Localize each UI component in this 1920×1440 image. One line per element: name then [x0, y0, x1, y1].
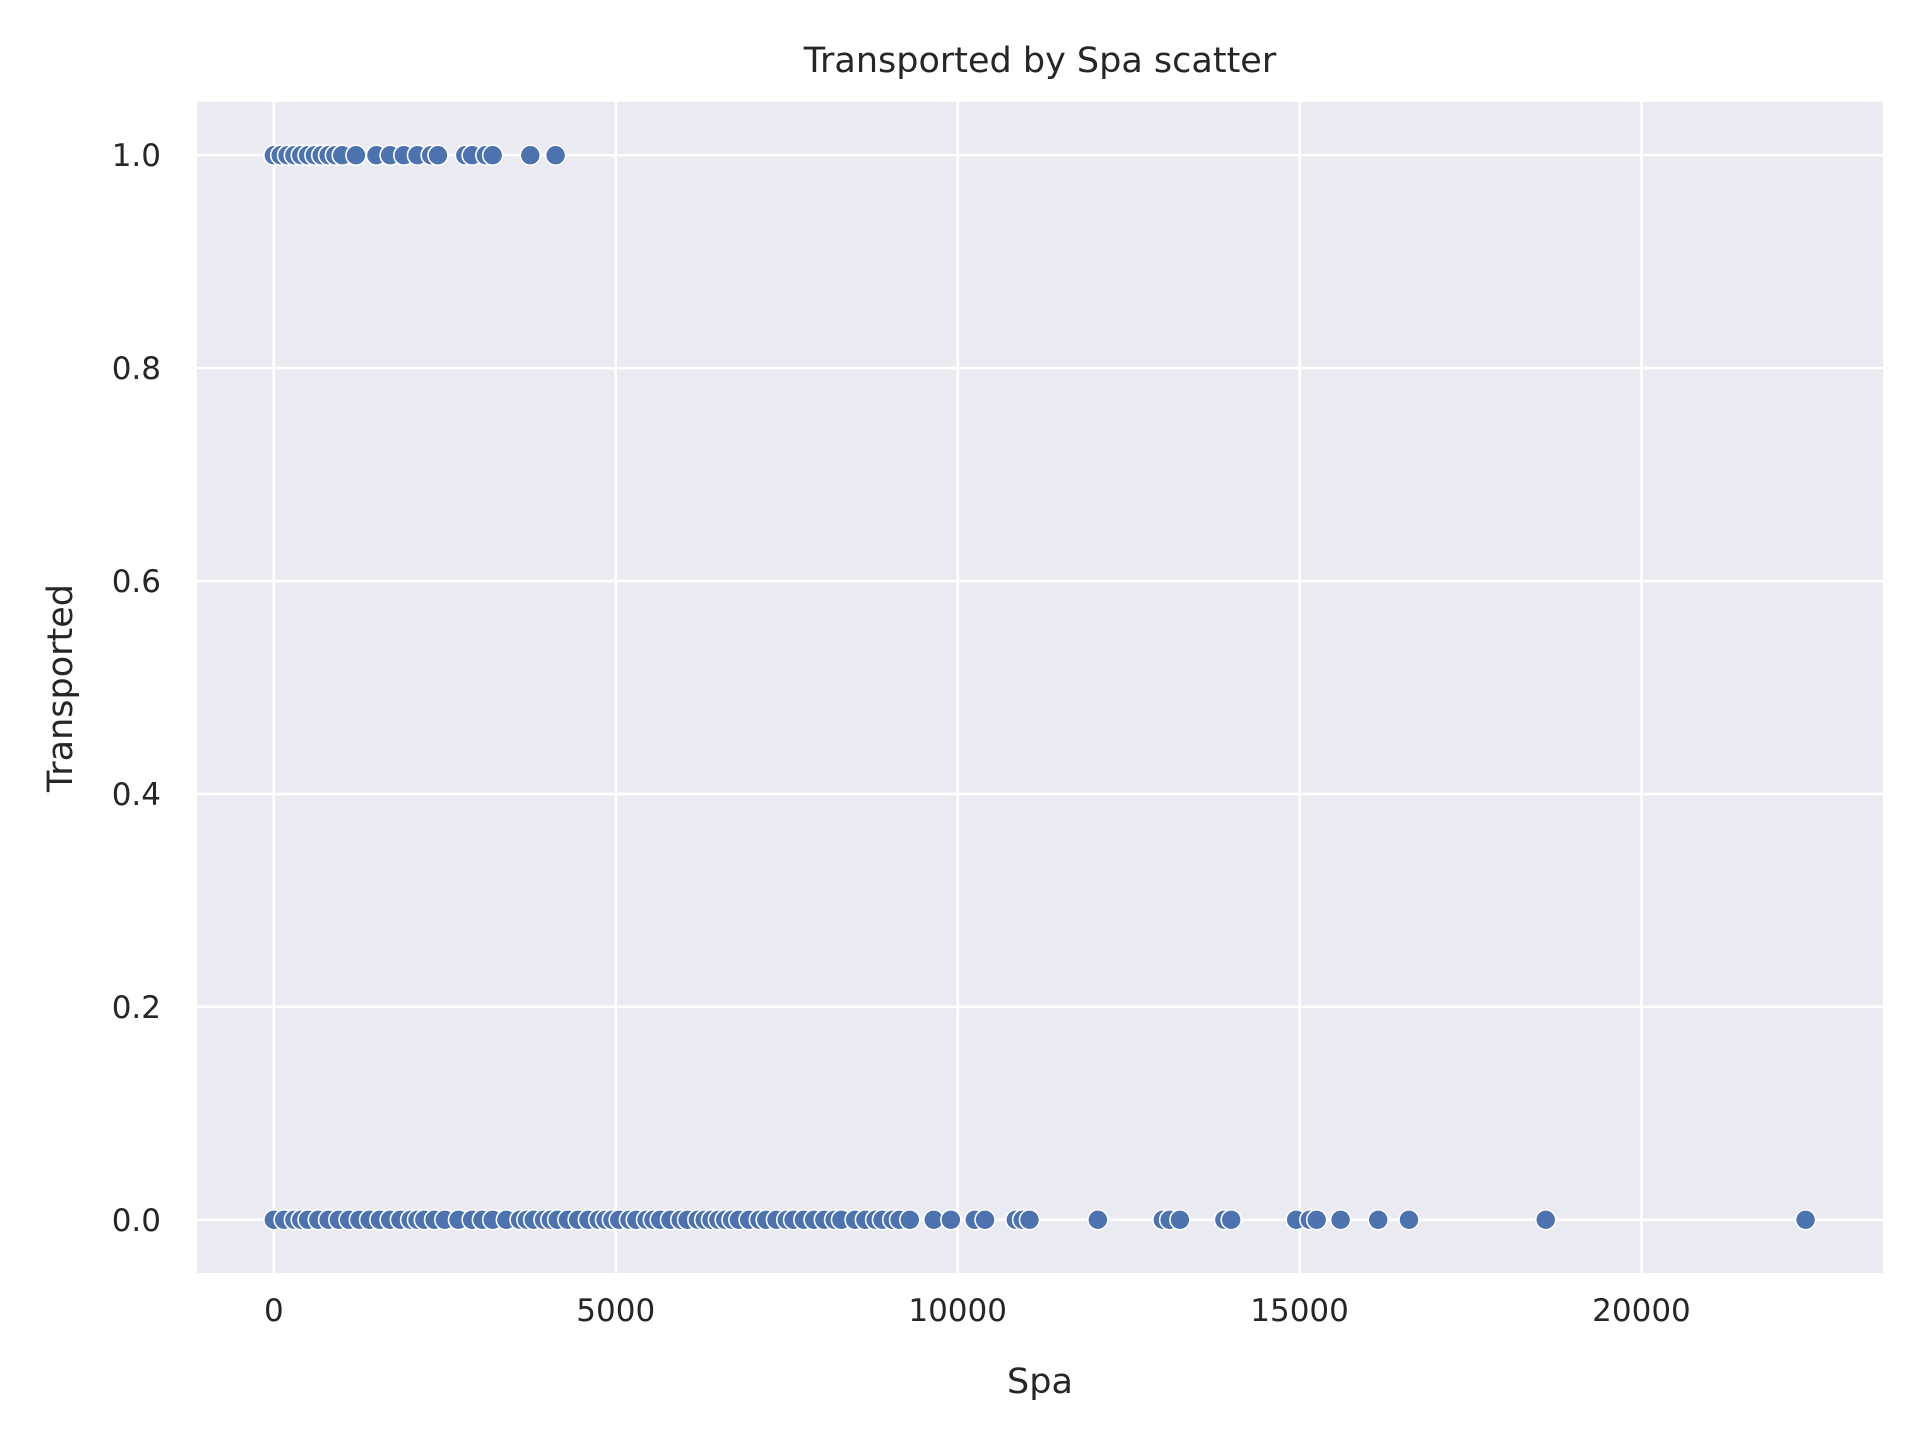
x-tick-label: 5000 [576, 1293, 655, 1329]
x-tick-label: 10000 [908, 1293, 1007, 1329]
y-tick-labels: 0.0 0.2 0.4 0.6 0.8 1.0 [112, 138, 161, 1239]
data-point [974, 1208, 996, 1231]
data-point [1367, 1208, 1390, 1231]
data-point [1534, 1208, 1557, 1231]
data-point [1794, 1208, 1817, 1231]
data-point [519, 144, 542, 167]
plot-background [197, 102, 1883, 1273]
x-tick-label: 0 [264, 1293, 284, 1329]
data-point [1329, 1208, 1352, 1231]
data-point [427, 144, 449, 167]
data-point [1087, 1208, 1109, 1231]
y-tick-label: 0.8 [112, 351, 161, 387]
y-tick-label: 0.0 [112, 1203, 161, 1239]
y-tick-label: 0.4 [112, 777, 161, 813]
x-tick-label: 20000 [1592, 1293, 1691, 1329]
y-tick-label: 0.6 [112, 564, 161, 600]
data-point [1220, 1208, 1242, 1231]
x-tick-label: 15000 [1250, 1293, 1349, 1329]
data-point [1305, 1208, 1328, 1231]
data-point [481, 144, 504, 167]
data-point [1169, 1208, 1191, 1231]
data-point [1018, 1208, 1041, 1231]
data-point [899, 1208, 921, 1231]
x-tick-labels: 0 5000 10000 15000 20000 [264, 1293, 1691, 1329]
data-point [544, 144, 567, 167]
y-axis-label: Transported [41, 584, 81, 793]
data-point [1398, 1208, 1420, 1231]
chart-title: Transported by Spa scatter [803, 41, 1277, 81]
x-axis-label: Spa [1007, 1362, 1073, 1402]
y-tick-label: 1.0 [112, 138, 161, 174]
data-points [263, 144, 1817, 1231]
y-tick-label: 0.2 [112, 990, 161, 1026]
data-point [940, 1208, 962, 1231]
data-point [345, 144, 367, 167]
